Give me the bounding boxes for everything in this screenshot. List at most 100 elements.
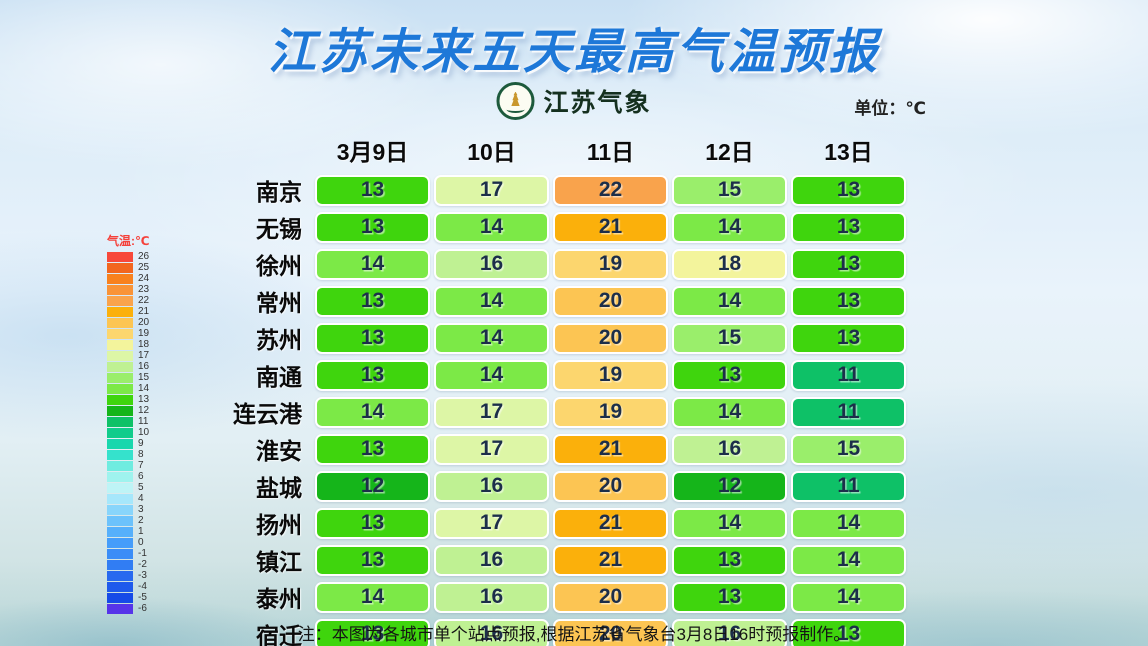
temperature-cell: 16 [434,544,549,576]
temperature-cell: 13 [315,507,430,539]
legend-value: 20 [138,317,150,328]
temperature-cell: 19 [553,359,668,391]
temperature-cell: 16 [672,433,787,465]
table-row: 宿迁 13 16 20 16 13 [204,617,910,646]
temperature-cell: 21 [553,544,668,576]
forecast-table: 3月9日 10日 11日 12日 13日 南京 13 17 22 15 13 无锡 13 14 21 14 13… [204,133,910,646]
table-row: 连云港 14 17 19 14 11 [204,395,910,429]
legend-swatch [107,296,133,306]
temperature-cell: 14 [672,507,787,539]
legend-value: -2 [138,559,147,570]
legend-value: 24 [138,273,150,284]
temperature-cell: 21 [553,507,668,539]
temperature-cell: 14 [434,359,549,391]
legend-value: 19 [138,328,150,339]
table-row: 盐城 12 16 20 12 11 [204,469,910,503]
city-label: 淮安 [256,438,302,464]
legend-value: 3 [138,504,144,515]
temperature-cell: 13 [791,211,906,243]
legend-value: 9 [138,438,144,449]
legend-item: 3 [107,504,150,515]
city-label: 常州 [256,290,302,316]
city-label: 宿迁 [256,623,302,646]
date-column-header: 10日 [467,139,516,165]
legend-item: 25 [107,262,150,273]
legend-item: 12 [107,405,150,416]
city-label: 南通 [256,364,302,390]
date-column-header: 3月9日 [336,139,409,165]
legend-value: 15 [138,372,150,383]
legend-swatch [107,395,133,405]
temperature-cell: 16 [434,618,549,646]
legend-swatch [107,604,133,614]
temperature-legend: 气温:℃ 26 25 24 23 22 21 20 19 18 17 16 15 14 13 12 11 10 9… [107,232,150,614]
legend-item: -5 [107,592,150,603]
legend-item: 2 [107,515,150,526]
date-column-header: 12日 [705,139,754,165]
temperature-cell: 13 [791,248,906,280]
legend-value: -1 [138,548,147,559]
temperature-cell: 13 [672,544,787,576]
city-label: 南京 [256,179,302,205]
legend-value: -3 [138,570,147,581]
temperature-cell: 16 [434,248,549,280]
temperature-cell: 20 [553,618,668,646]
legend-swatch [107,252,133,262]
legend-value: -5 [138,592,147,603]
city-label: 盐城 [256,475,302,501]
legend-item: 18 [107,339,150,350]
temperature-cell: 17 [434,507,549,539]
legend-swatch [107,351,133,361]
legend-swatch [107,340,133,350]
temperature-cell: 20 [553,322,668,354]
legend-swatch [107,582,133,592]
legend-item: 22 [107,295,150,306]
logo-text: 江苏气象 [543,89,652,117]
legend-value: 2 [138,515,144,526]
temperature-cell: 14 [315,581,430,613]
temperature-cell: 21 [553,433,668,465]
legend-item: 17 [107,350,150,361]
legend-scale: 26 25 24 23 22 21 20 19 18 17 16 15 14 13 12 11 10 9 8 7 6 5 4… [107,251,150,614]
temperature-cell: 15 [672,322,787,354]
legend-value: 16 [138,361,150,372]
temperature-cell: 19 [553,396,668,428]
legend-value: 18 [138,339,150,350]
legend-value: 14 [138,383,150,394]
legend-item: 20 [107,317,150,328]
footnote: 注：本图为各城市单个站点预报,根据江苏省气象台3月8日16时预报制作。 [297,625,851,644]
legend-swatch [107,439,133,449]
city-label: 苏州 [256,327,302,353]
legend-swatch [107,406,133,416]
legend-value: 13 [138,394,150,405]
temperature-cell: 12 [672,470,787,502]
temperature-cell: 16 [434,470,549,502]
meteorology-logo-icon [496,82,535,120]
legend-value: 8 [138,449,144,460]
table-row: 南京 13 17 22 15 13 [204,173,910,207]
legend-value: 11 [138,416,149,427]
table-row: 淮安 13 17 21 16 15 [204,432,910,466]
temperature-cell: 11 [791,396,906,428]
legend-value: 10 [138,427,150,438]
legend-value: 26 [138,251,150,262]
temperature-cell: 14 [434,322,549,354]
temperature-cell: 20 [553,581,668,613]
legend-item: 4 [107,493,150,504]
table-row: 无锡 13 14 21 14 13 [204,210,910,244]
legend-item: 6 [107,471,150,482]
temperature-cell: 13 [791,322,906,354]
table-row: 南通 13 14 19 13 11 [204,358,910,392]
table-row: 扬州 13 17 21 14 14 [204,506,910,540]
legend-swatch [107,329,133,339]
legend-swatch [107,472,133,482]
legend-item: -1 [107,548,150,559]
temperature-cell: 17 [434,396,549,428]
temperature-cell: 13 [315,544,430,576]
legend-item: 9 [107,438,150,449]
legend-swatch [107,461,133,471]
page-title: 江苏未来五天最高气温预报 [267,26,880,79]
temperature-cell: 14 [315,248,430,280]
city-label: 连云港 [233,401,302,427]
